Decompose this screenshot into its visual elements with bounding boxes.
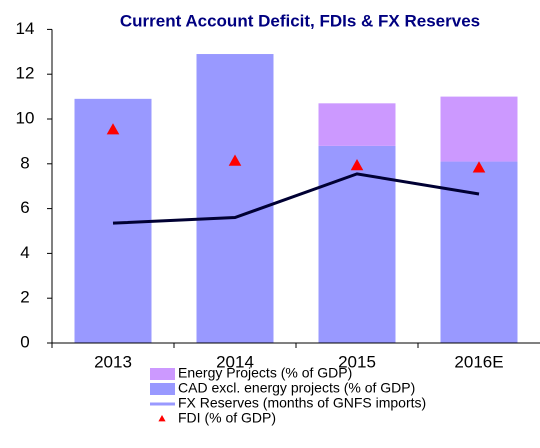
legend-label: CAD excl. energy projects (% of GDP) (178, 380, 415, 396)
y-tick-label: 0 (20, 332, 29, 351)
y-tick-label: 2 (20, 288, 29, 307)
chart-title: Current Account Deficit, FDIs & FX Reser… (120, 11, 480, 30)
marker (472, 161, 486, 173)
bar (440, 161, 518, 343)
x-tick-label: 2014 (216, 352, 254, 371)
bar (440, 96, 518, 162)
legend-label: FDI (% of GDP) (178, 410, 276, 426)
legend: Energy Projects (% of GDP)CAD excl. ener… (150, 365, 426, 426)
legend-label: Energy Projects (% of GDP) (178, 365, 352, 381)
x-tick-label: 2015 (338, 352, 376, 371)
x-tick-label: 2016E (454, 352, 503, 371)
marker (350, 159, 364, 171)
legend-swatch (158, 415, 166, 422)
line (112, 172, 480, 225)
y-tick-label: 12 (16, 64, 35, 83)
x-tick-label: 2013 (94, 352, 132, 371)
y-tick-label: 14 (16, 19, 35, 38)
legend-swatch (150, 368, 175, 380)
legend-swatch (150, 383, 175, 395)
bar (196, 54, 274, 343)
legend-label: FX Reserves (months of GNFS imports) (178, 395, 426, 411)
y-tick-label: 8 (20, 153, 29, 172)
bar (318, 103, 396, 146)
y-tick-label: 4 (20, 243, 29, 262)
y-tick-label: 10 (16, 108, 35, 127)
marker (228, 154, 242, 166)
y-tick-label: 6 (20, 198, 29, 217)
marker (106, 123, 120, 135)
